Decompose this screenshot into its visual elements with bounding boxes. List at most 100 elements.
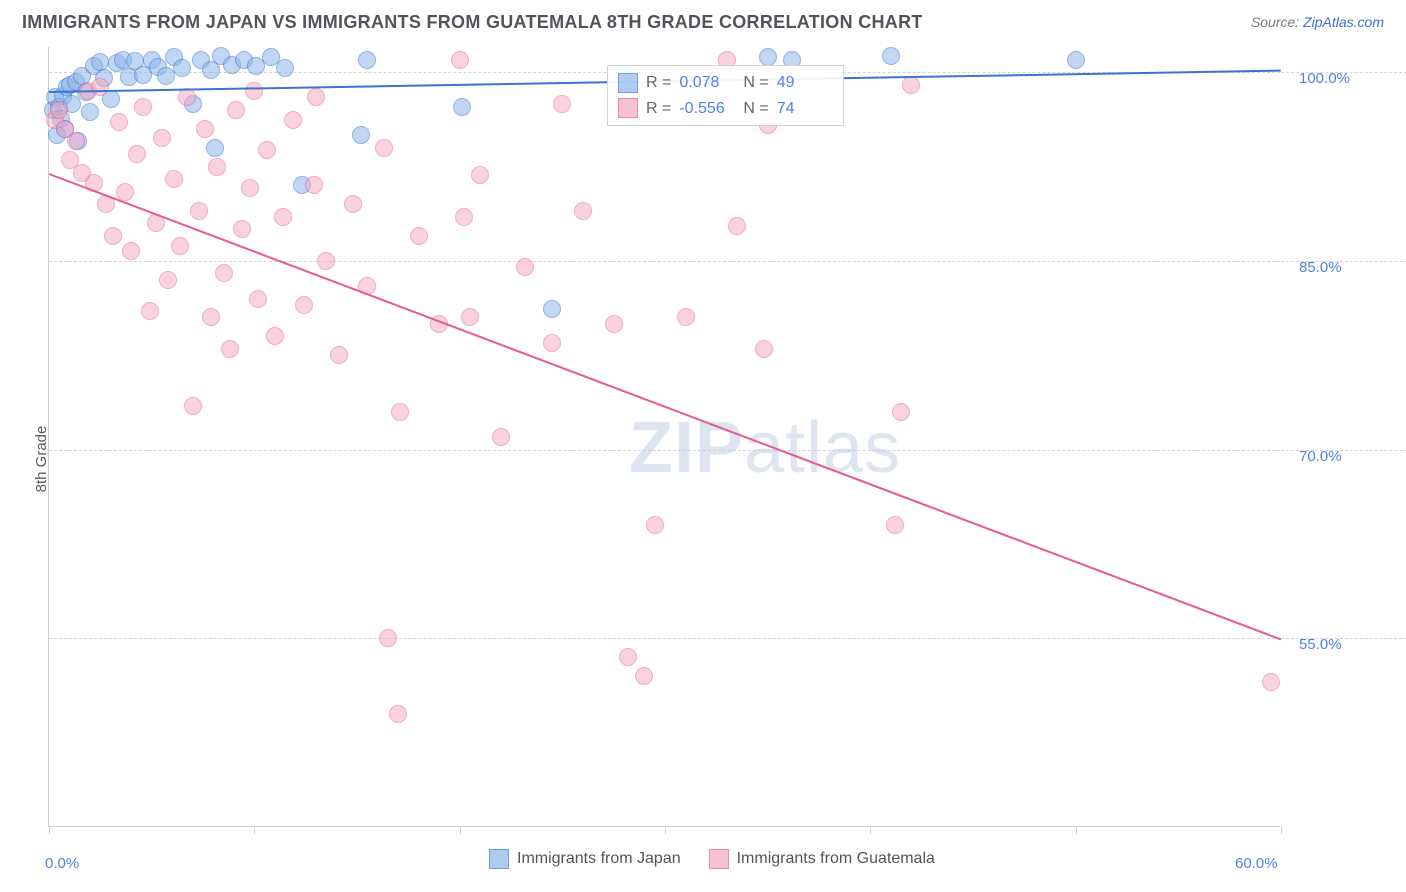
r-label: R = (646, 70, 671, 96)
legend-item: Immigrants from Japan (489, 849, 681, 869)
data-point (295, 296, 313, 314)
data-point (110, 113, 128, 131)
data-point (67, 132, 85, 150)
data-point (274, 208, 292, 226)
x-tick-label: 60.0% (1235, 855, 1278, 872)
plot-region: 55.0%70.0%85.0%100.0%0.0%60.0%ZIPatlasR … (48, 47, 1280, 827)
data-point (104, 227, 122, 245)
data-point (171, 237, 189, 255)
legend-row: R = -0.556 N = 74 (618, 96, 833, 122)
data-point (902, 76, 920, 94)
n-label: N = (743, 70, 768, 96)
data-point (574, 202, 592, 220)
data-point (173, 59, 191, 77)
data-point (492, 428, 510, 446)
data-point (307, 88, 325, 106)
gridline-h (49, 450, 1280, 451)
data-point (241, 179, 259, 197)
data-point (134, 98, 152, 116)
legend-item: Immigrants from Guatemala (709, 849, 935, 869)
y-tick-label: 55.0% (1299, 636, 1342, 653)
data-point (543, 334, 561, 352)
series-legend: Immigrants from Japan Immigrants from Gua… (489, 849, 935, 869)
gridline-h (49, 261, 1280, 262)
data-point (116, 183, 134, 201)
data-point (646, 516, 664, 534)
data-point (358, 51, 376, 69)
y-tick-label: 100.0% (1299, 70, 1350, 87)
data-point (233, 220, 251, 238)
data-point (215, 264, 233, 282)
data-point (605, 315, 623, 333)
x-tick (1076, 826, 1077, 834)
data-point (245, 82, 263, 100)
n-label: N = (743, 96, 768, 122)
data-point (330, 346, 348, 364)
data-point (882, 47, 900, 65)
data-point (249, 290, 267, 308)
data-point (317, 252, 335, 270)
source-link[interactable]: ZipAtlas.com (1303, 14, 1384, 30)
data-point (91, 53, 109, 71)
data-point (122, 242, 140, 260)
data-point (471, 166, 489, 184)
gridline-h (49, 638, 1280, 639)
data-point (91, 78, 109, 96)
data-point (453, 98, 471, 116)
legend-swatch (618, 73, 638, 93)
data-point (635, 667, 653, 685)
n-value: 49 (777, 70, 833, 96)
x-tick (1281, 826, 1282, 834)
data-point (553, 95, 571, 113)
n-value: 74 (777, 96, 833, 122)
data-point (451, 51, 469, 69)
chart-area: 8th Grade 55.0%70.0%85.0%100.0%0.0%60.0%… (0, 39, 1406, 879)
chart-source: Source: ZipAtlas.com (1251, 12, 1384, 30)
x-tick (49, 826, 50, 834)
data-point (227, 101, 245, 119)
r-label: R = (646, 96, 671, 122)
data-point (543, 300, 561, 318)
data-point (202, 308, 220, 326)
data-point (266, 327, 284, 345)
data-point (141, 302, 159, 320)
source-prefix: Source: (1251, 14, 1303, 30)
data-point (391, 403, 409, 421)
r-value: 0.078 (679, 70, 735, 96)
data-point (178, 88, 196, 106)
data-point (196, 120, 214, 138)
data-point (206, 139, 224, 157)
data-point (892, 403, 910, 421)
data-point (128, 145, 146, 163)
data-point (455, 208, 473, 226)
data-point (184, 397, 202, 415)
data-point (1262, 673, 1280, 691)
legend-row: R = 0.078 N = 49 (618, 70, 833, 96)
data-point (165, 170, 183, 188)
data-point (50, 101, 68, 119)
r-value: -0.556 (679, 96, 735, 122)
data-point (728, 217, 746, 235)
y-tick-label: 70.0% (1299, 448, 1342, 465)
data-point (159, 271, 177, 289)
x-tick (870, 826, 871, 834)
chart-title: IMMIGRANTS FROM JAPAN VS IMMIGRANTS FROM… (22, 12, 923, 33)
data-point (619, 648, 637, 666)
data-point (677, 308, 695, 326)
trend-line (49, 173, 1282, 640)
data-point (886, 516, 904, 534)
data-point (258, 141, 276, 159)
watermark: ZIPatlas (629, 407, 901, 489)
legend-swatch (489, 849, 509, 869)
data-point (276, 59, 294, 77)
x-tick (460, 826, 461, 834)
x-tick (254, 826, 255, 834)
data-point (379, 629, 397, 647)
data-point (284, 111, 302, 129)
data-point (153, 129, 171, 147)
data-point (461, 308, 479, 326)
data-point (1067, 51, 1085, 69)
data-point (157, 67, 175, 85)
legend-swatch (618, 98, 638, 118)
data-point (352, 126, 370, 144)
